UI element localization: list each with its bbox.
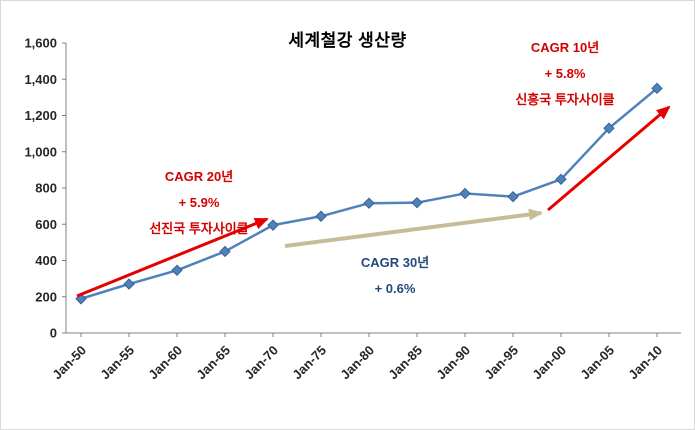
emerging-cycle-arrow xyxy=(547,105,671,212)
svg-text:Jan-95: Jan-95 xyxy=(481,343,521,383)
y-axis-labels: 0 200 400 600 800 1,000 1,200 1,400 1,600 xyxy=(24,36,66,341)
annotation-line: + 5.8% xyxy=(544,66,586,81)
svg-text:Jan-85: Jan-85 xyxy=(385,343,425,383)
annotation-cagr-20yr: CAGR 20년 + 5.9% 선진국 투자사이클 xyxy=(114,164,284,242)
svg-text:Jan-60: Jan-60 xyxy=(145,343,185,383)
svg-text:Jan-75: Jan-75 xyxy=(289,343,329,383)
annotation-line: + 5.9% xyxy=(178,195,220,210)
svg-text:600: 600 xyxy=(35,217,57,232)
svg-text:Jan-65: Jan-65 xyxy=(193,343,233,383)
x-axis-labels: Jan-50 Jan-55 Jan-60 Jan-65 Jan-70 Jan-75 Jan-… xyxy=(49,333,665,382)
annotation-line: CAGR 30년 xyxy=(360,255,430,270)
data-markers xyxy=(75,82,663,305)
annotation-line: + 0.6% xyxy=(374,281,416,296)
svg-text:Jan-10: Jan-10 xyxy=(625,343,665,383)
svg-text:0: 0 xyxy=(50,326,57,341)
svg-text:Jan-05: Jan-05 xyxy=(577,343,617,383)
svg-text:Jan-70: Jan-70 xyxy=(241,343,281,383)
svg-text:Jan-90: Jan-90 xyxy=(433,343,473,383)
svg-text:1,000: 1,000 xyxy=(24,144,57,159)
trend-arrows xyxy=(76,105,671,298)
developed-cycle-arrow xyxy=(76,217,269,298)
annotation-line: 선진국 투자사이클 xyxy=(149,221,249,236)
annotation-line: CAGR 20년 xyxy=(164,169,234,184)
annotation-line: 신흥국 투자사이클 xyxy=(515,92,615,107)
svg-text:200: 200 xyxy=(35,289,57,304)
svg-text:1,200: 1,200 xyxy=(24,108,57,123)
svg-text:Jan-55: Jan-55 xyxy=(97,343,137,383)
svg-text:Jan-80: Jan-80 xyxy=(337,343,377,383)
annotation-line: CAGR 10년 xyxy=(530,40,600,55)
chart-title: 세계철강 생산량 xyxy=(288,31,407,50)
svg-text:400: 400 xyxy=(35,253,57,268)
annotation-cagr-10yr: CAGR 10년 + 5.8% 신흥국 투자사이클 xyxy=(480,35,650,113)
svg-text:1,600: 1,600 xyxy=(24,36,57,51)
svg-text:Jan-50: Jan-50 xyxy=(49,343,89,383)
annotation-cagr-30yr: CAGR 30년 + 0.6% xyxy=(330,250,460,302)
svg-text:800: 800 xyxy=(35,181,57,196)
svg-text:1,400: 1,400 xyxy=(24,72,57,87)
svg-text:Jan-00: Jan-00 xyxy=(529,343,569,383)
flat-growth-arrow xyxy=(284,208,543,248)
